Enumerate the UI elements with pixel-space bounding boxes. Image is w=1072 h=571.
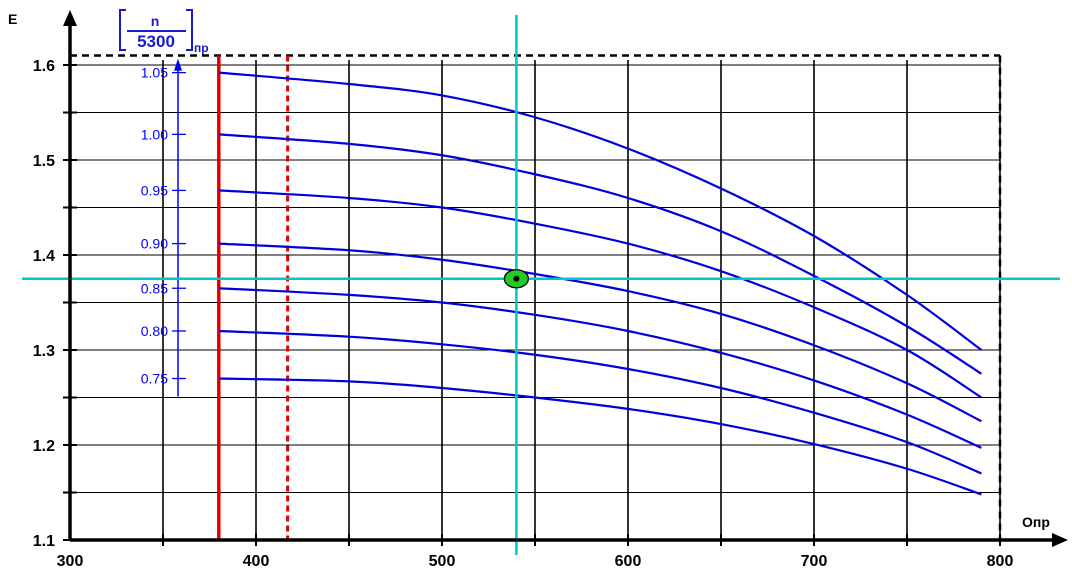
y-tick-label: 1.2 <box>33 438 55 455</box>
x-tick-label: 800 <box>987 553 1014 570</box>
parameter-numerator: n <box>151 13 160 29</box>
ratio-label: 1.05 <box>141 65 168 81</box>
ratio-scale: 1.05 1.00 0.95 0.90 0.85 0.80 0.75 <box>141 58 186 397</box>
curve-0-95 <box>218 189 982 399</box>
curve-1-05 <box>218 71 983 351</box>
x-tick-label: 600 <box>615 553 642 570</box>
y-tick-label: 1.4 <box>33 248 55 265</box>
ratio-label: 0.95 <box>141 182 168 198</box>
x-axis-title: Опр <box>1022 514 1050 530</box>
parameter-denominator: 5300 <box>137 32 175 51</box>
operating-point-center <box>513 275 520 282</box>
ratio-label: 1.00 <box>141 126 168 142</box>
x-axis-arrowhead <box>1052 533 1068 547</box>
curve-0-80 <box>218 329 982 475</box>
parameter-right-bracket <box>186 9 193 51</box>
ratio-label: 0.90 <box>141 236 168 252</box>
curve-0-75 <box>218 377 982 496</box>
parameter-subscript: пр <box>194 41 209 55</box>
y-tick-label: 1.1 <box>33 533 55 550</box>
curve-0-85 <box>218 287 982 449</box>
ratio-label: 0.85 <box>141 280 168 296</box>
limit-lines <box>217 55 290 540</box>
y-tick-label: 1.5 <box>33 153 55 170</box>
curves-group <box>218 71 983 496</box>
parameter-label: n 5300 пр <box>119 9 209 55</box>
axes <box>63 10 1068 547</box>
y-axis-title: E <box>8 11 17 27</box>
y-tick-label: 1.6 <box>33 58 55 75</box>
boundary-lines <box>70 54 1002 540</box>
y-axis-arrowhead <box>63 10 77 26</box>
x-tick-label: 700 <box>801 553 828 570</box>
x-tick-label: 500 <box>429 553 456 570</box>
ratio-label: 0.75 <box>141 371 168 387</box>
parameter-left-bracket <box>119 9 126 51</box>
curve-1-00 <box>218 133 982 375</box>
tick-labels: 300 400 500 600 700 800 1.1 1.2 1.3 1.4 1.5 1.6 <box>33 58 1014 570</box>
ratio-scale-arrowhead <box>174 58 182 71</box>
x-tick-label: 400 <box>243 553 270 570</box>
operating-point-group <box>503 269 530 289</box>
y-tick-label: 1.3 <box>33 343 55 360</box>
ratio-label: 0.80 <box>141 323 168 339</box>
x-tick-label: 300 <box>57 553 84 570</box>
curve-0-90 <box>218 242 982 423</box>
